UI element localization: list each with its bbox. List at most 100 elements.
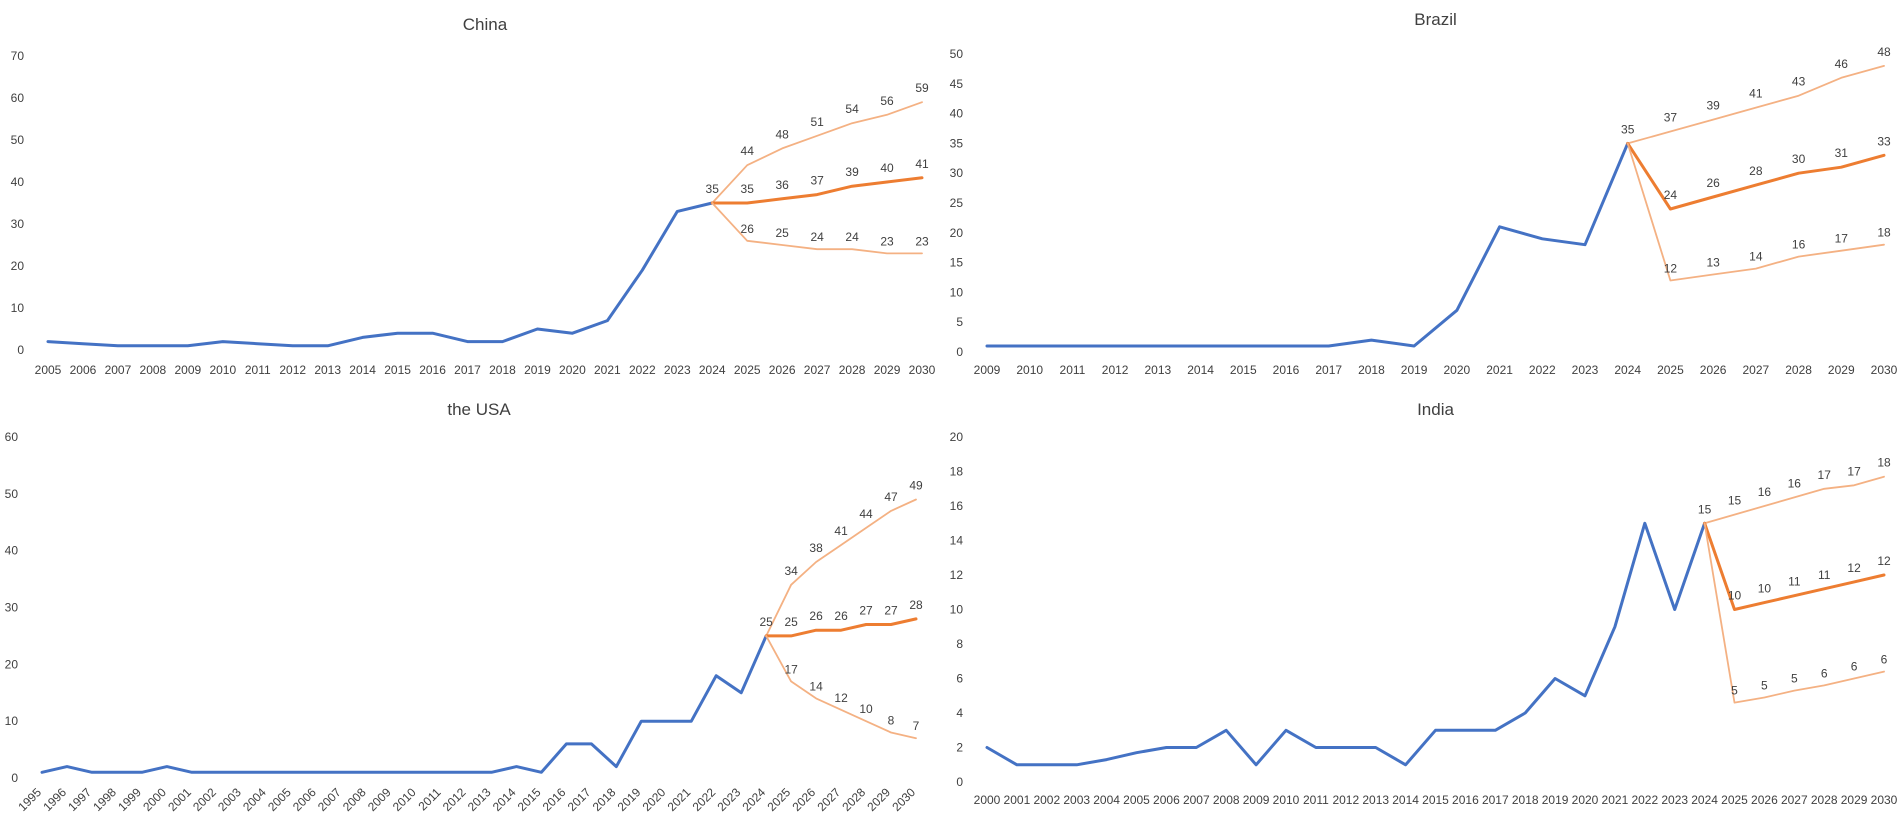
x-tick-label: 2003 [215,785,244,814]
x-tick-label: 2012 [279,363,306,377]
x-tick-label: 2021 [665,785,694,814]
x-tick-label: 2026 [1700,363,1727,377]
x-tick-label: 2017 [1482,793,1509,807]
x-tick-label: 2023 [664,363,691,377]
x-tick-label: 2015 [384,363,411,377]
x-tick-label: 2001 [1004,793,1031,807]
series-line-forecast-low [1626,142,1885,282]
y-tick-label: 40 [11,175,25,189]
x-tick-label: 2023 [1661,793,1688,807]
x-tick-label: 2012 [1102,363,1129,377]
data-label: 28 [909,598,923,612]
data-label: 38 [809,541,823,555]
x-tick-label: 2010 [390,785,419,814]
x-tick-label: 2019 [1401,363,1428,377]
data-label: 41 [834,524,848,538]
y-tick-label: 8 [956,637,963,651]
series-line-forecast-mid [710,176,924,205]
x-tick-label: 2025 [1657,363,1684,377]
data-label: 54 [845,102,859,116]
y-tick-label: 70 [11,49,25,63]
data-label: 46 [1835,57,1849,71]
y-tick-label: 30 [950,166,964,180]
data-label: 5 [1761,678,1768,692]
x-tick-label: 2025 [734,363,761,377]
y-tick-label: 14 [950,534,964,548]
x-tick-label: 2029 [1841,793,1868,807]
x-tick-label: 2015 [515,785,544,814]
x-tick-label: 2027 [1781,793,1808,807]
y-tick-label: 60 [11,91,25,105]
data-label: 51 [810,115,824,129]
data-label: 17 [1835,232,1849,246]
data-label: 26 [809,609,823,623]
x-tick-label: 1996 [40,785,69,814]
y-tick-label: 10 [5,714,19,728]
x-tick-label: 2030 [889,785,918,814]
data-label: 40 [880,161,894,175]
series-line-forecast-high [1626,65,1885,145]
data-label: 6 [1821,666,1828,680]
x-tick-label: 2011 [245,363,271,377]
x-tick-label: 2018 [1512,793,1539,807]
x-tick-label: 2020 [1572,793,1599,807]
data-label: 6 [1851,660,1858,674]
x-tick-label: 2009 [1243,793,1270,807]
y-tick-label: 6 [956,672,963,686]
x-tick-label: 2008 [340,785,369,814]
x-tick-label: 2023 [715,785,744,814]
x-tick-label: 2019 [1542,793,1569,807]
x-tick-label: 2015 [1422,793,1449,807]
x-tick-label: 2029 [1828,363,1855,377]
x-tick-label: 2008 [1213,793,1240,807]
x-tick-label: 2024 [1614,363,1641,377]
x-tick-label: 1995 [15,785,44,814]
data-label: 6 [1881,653,1888,667]
x-tick-label: 2005 [35,363,62,377]
data-label: 17 [1847,464,1861,478]
x-tick-label: 2018 [489,363,516,377]
y-tick-label: 0 [956,345,963,359]
x-tick-label: 2000 [140,785,169,814]
data-label: 35 [1621,122,1635,136]
x-tick-label: 2013 [1362,793,1389,807]
x-tick-label: 2028 [1785,363,1812,377]
y-tick-label: 20 [950,226,964,240]
x-tick-label: 2012 [1332,793,1359,807]
x-tick-label: 2028 [1811,793,1838,807]
x-tick-label: 2006 [290,785,319,814]
data-label: 48 [1877,45,1891,59]
x-tick-label: 2020 [559,363,586,377]
x-tick-label: 2013 [1145,363,1172,377]
x-tick-label: 2020 [1444,363,1471,377]
x-tick-label: 2026 [789,785,818,814]
data-label: 5 [1731,684,1738,698]
y-tick-label: 10 [11,301,25,315]
series-line-forecast-high [1703,475,1885,525]
x-tick-label: 2030 [1871,793,1898,807]
series-line-forecast-low [765,634,917,740]
x-tick-label: 2010 [1016,363,1043,377]
y-tick-label: 50 [5,487,19,501]
data-label: 41 [915,157,929,171]
data-label: 18 [1877,226,1891,240]
y-tick-label: 40 [5,544,19,558]
y-tick-label: 30 [5,601,19,615]
x-tick-label: 2014 [1392,793,1419,807]
series-line-forecast-mid [1703,521,1886,611]
data-label: 14 [809,679,823,693]
x-tick-label: 2009 [174,363,201,377]
x-tick-label: 2016 [419,363,446,377]
y-tick-label: 0 [11,771,18,785]
data-label: 23 [880,234,894,248]
x-tick-label: 2005 [1123,793,1150,807]
x-tick-label: 2021 [594,363,621,377]
data-label: 27 [859,604,873,618]
y-tick-label: 0 [956,775,963,789]
x-tick-label: 2024 [1691,793,1718,807]
chart-usa-svg: the USA010203040506019951996199719981999… [5,400,923,814]
data-label: 13 [1706,256,1720,270]
x-tick-label: 2011 [416,785,444,813]
x-tick-label: 2026 [1751,793,1778,807]
